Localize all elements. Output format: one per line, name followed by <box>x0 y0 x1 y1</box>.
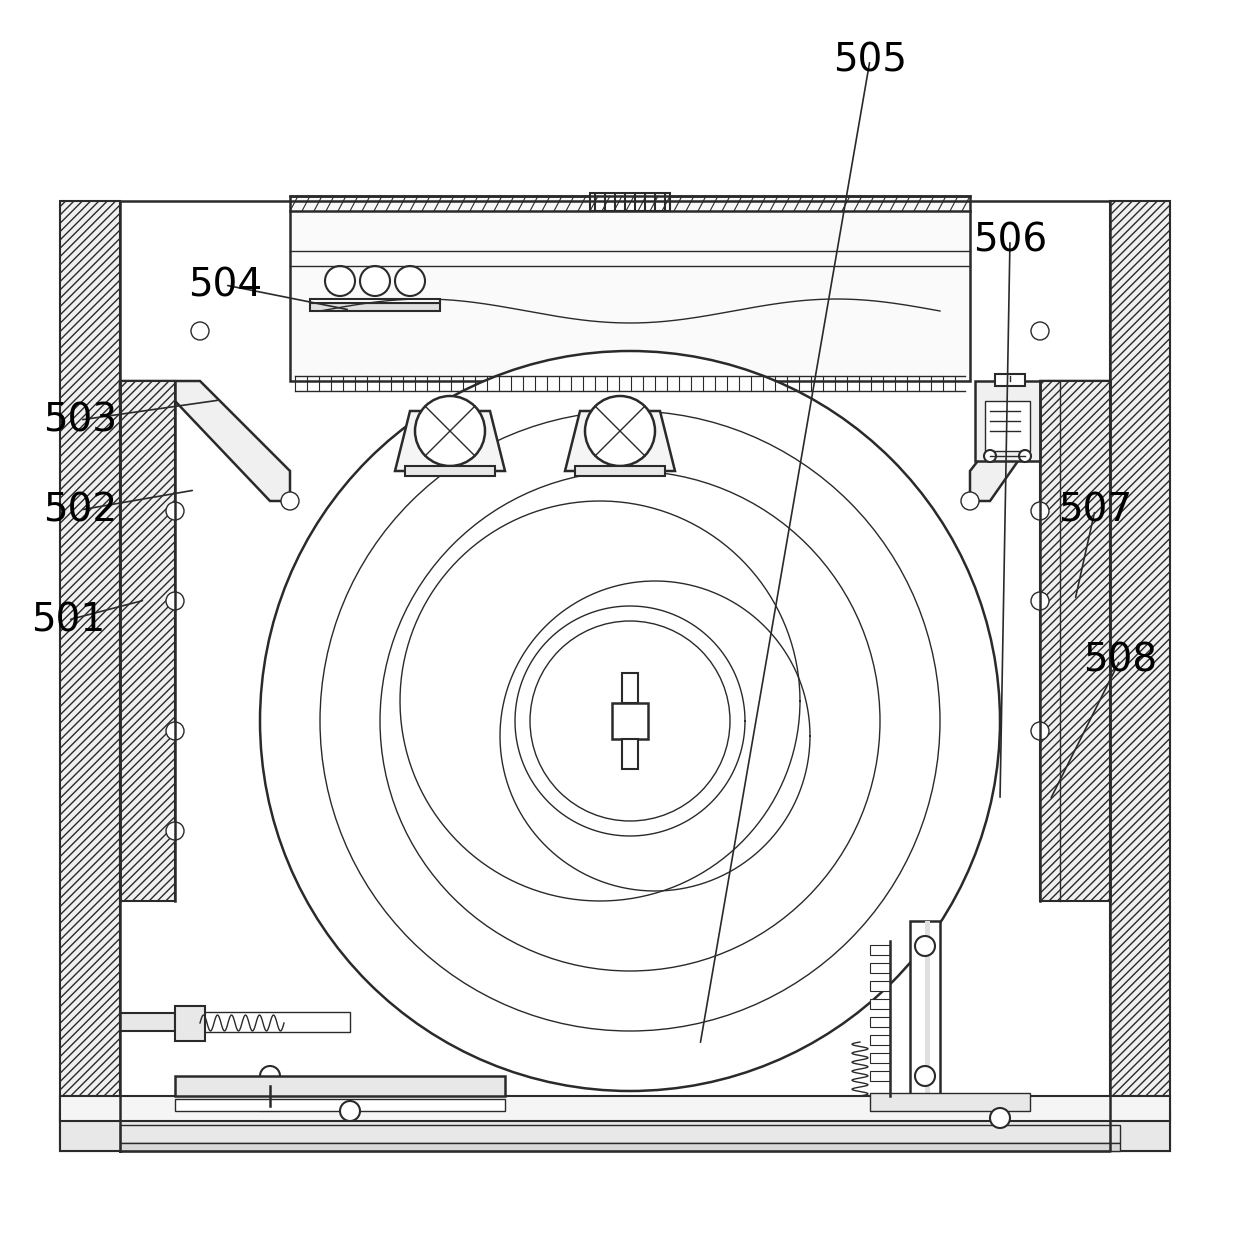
Polygon shape <box>565 412 675 470</box>
Bar <box>60 201 120 1151</box>
Bar <box>1040 382 1110 901</box>
Polygon shape <box>870 945 890 955</box>
Polygon shape <box>870 963 890 973</box>
Bar <box>120 382 175 901</box>
Bar <box>310 299 440 303</box>
Circle shape <box>1019 450 1030 462</box>
Bar <box>622 739 639 769</box>
Bar <box>925 921 930 1101</box>
Polygon shape <box>870 1071 890 1081</box>
Circle shape <box>585 397 655 467</box>
Circle shape <box>1030 502 1049 520</box>
Circle shape <box>985 450 996 462</box>
Bar <box>120 1013 175 1031</box>
Circle shape <box>260 1066 280 1086</box>
Text: 508: 508 <box>1083 641 1157 679</box>
Circle shape <box>166 592 184 610</box>
Text: 506: 506 <box>973 221 1047 259</box>
Polygon shape <box>120 382 290 500</box>
Circle shape <box>1030 722 1049 741</box>
Bar <box>290 196 970 382</box>
Circle shape <box>260 352 999 1091</box>
Text: 507: 507 <box>1058 490 1132 529</box>
Text: 503: 503 <box>43 402 117 439</box>
Circle shape <box>325 266 355 296</box>
Bar <box>910 921 940 1101</box>
Text: 505: 505 <box>833 41 906 79</box>
Bar <box>1040 382 1110 901</box>
Bar <box>260 1101 280 1111</box>
Bar <box>985 402 1030 452</box>
Bar <box>120 1125 1120 1143</box>
Circle shape <box>379 470 880 971</box>
Polygon shape <box>870 1053 890 1063</box>
Circle shape <box>990 1108 1011 1128</box>
Bar <box>622 673 639 703</box>
Bar <box>175 1098 505 1111</box>
Polygon shape <box>396 412 505 470</box>
Circle shape <box>415 397 485 467</box>
Text: 501: 501 <box>31 600 105 639</box>
Text: 502: 502 <box>43 490 117 529</box>
Bar <box>60 1111 1171 1151</box>
Bar <box>175 1006 205 1041</box>
Circle shape <box>166 822 184 839</box>
Circle shape <box>396 266 425 296</box>
Polygon shape <box>870 1017 890 1027</box>
Bar <box>60 201 120 1151</box>
Bar <box>405 467 495 475</box>
Circle shape <box>1030 592 1049 610</box>
Polygon shape <box>870 1000 890 1010</box>
Circle shape <box>340 1101 360 1121</box>
Bar <box>975 382 1040 462</box>
Circle shape <box>360 266 391 296</box>
Circle shape <box>320 412 940 1031</box>
Bar <box>1110 201 1171 1151</box>
Circle shape <box>529 620 730 821</box>
Circle shape <box>191 322 210 340</box>
Circle shape <box>915 936 935 956</box>
Bar <box>575 467 665 475</box>
Bar <box>1110 201 1171 1151</box>
Bar <box>613 703 649 739</box>
Bar <box>120 1143 1120 1151</box>
Circle shape <box>166 722 184 741</box>
Circle shape <box>961 492 980 510</box>
Bar <box>994 374 1025 387</box>
Bar <box>120 382 175 901</box>
Text: 504: 504 <box>188 266 262 304</box>
Bar <box>200 1012 350 1032</box>
Polygon shape <box>970 382 1110 500</box>
Circle shape <box>915 1066 935 1086</box>
Circle shape <box>281 492 299 510</box>
Circle shape <box>1030 322 1049 340</box>
Polygon shape <box>870 1035 890 1045</box>
Bar <box>60 1096 1171 1121</box>
Bar <box>310 303 440 311</box>
Bar <box>590 193 670 211</box>
Polygon shape <box>870 981 890 991</box>
Bar <box>870 1093 1030 1111</box>
Circle shape <box>166 502 184 520</box>
Bar <box>175 1076 505 1096</box>
